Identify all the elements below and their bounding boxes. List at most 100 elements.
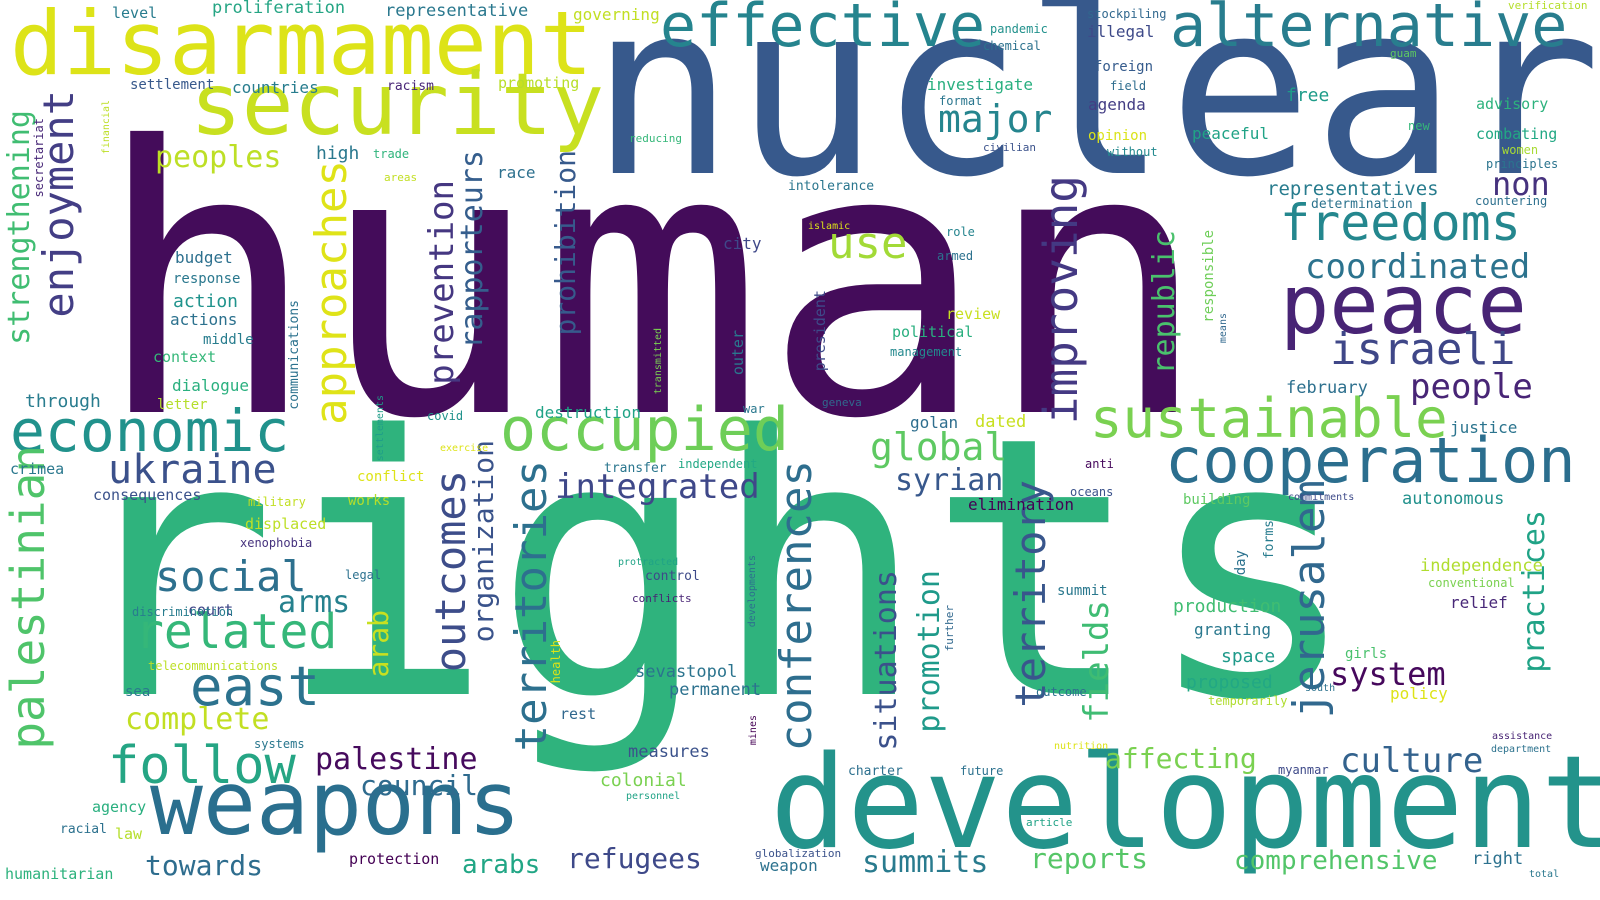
- word-forms: forms: [1262, 520, 1277, 560]
- word-alternative: alternative: [1170, 0, 1568, 61]
- word-girls: girls: [1345, 646, 1388, 662]
- word-war: war: [743, 402, 765, 416]
- word-representatives: representatives: [1267, 178, 1439, 200]
- word-actions: actions: [170, 310, 238, 329]
- word-role: role: [946, 225, 975, 239]
- word-new: new: [1408, 119, 1430, 133]
- word-review: review: [946, 305, 1001, 323]
- word-transmitted: transmitted: [653, 328, 664, 395]
- word-refugees: refugees: [567, 842, 702, 875]
- word-summits: summits: [862, 845, 989, 880]
- word-sustainable: sustainable: [1090, 387, 1448, 450]
- word-guam: guam: [1390, 47, 1417, 60]
- word-communications: communications: [287, 300, 302, 410]
- word-charter: charter: [848, 764, 903, 779]
- word-systems: systems: [254, 737, 305, 751]
- word-means: means: [1218, 313, 1229, 344]
- word-governing: governing: [573, 5, 660, 24]
- word-pandemic: pandemic: [990, 22, 1048, 36]
- word-management: management: [890, 345, 963, 359]
- word-context: context: [153, 348, 217, 366]
- word-measures: measures: [628, 742, 710, 762]
- word-syrian: syrian: [895, 463, 1004, 498]
- word-prevention: prevention: [422, 180, 462, 385]
- word-without: without: [1107, 145, 1158, 159]
- word-relief: relief: [1450, 593, 1508, 612]
- word-cooperation: cooperation: [1165, 424, 1576, 497]
- word-free: free: [1286, 85, 1330, 106]
- word-foreign: foreign: [1094, 59, 1154, 75]
- word-islamic: islamic: [808, 221, 851, 232]
- word-geneva: geneva: [822, 396, 862, 409]
- word-freedoms: freedoms: [1280, 194, 1521, 252]
- word-weapon: weapon: [760, 856, 818, 875]
- word-chemical: chemical: [983, 39, 1041, 53]
- word-rapporteurs: rapporteurs: [455, 150, 490, 349]
- word-anti: anti: [1085, 457, 1114, 471]
- word-combating: combating: [1476, 125, 1558, 143]
- word-humanitarian: humanitarian: [5, 865, 114, 883]
- word-disarmament: disarmament: [10, 0, 593, 95]
- word-independent: independent: [678, 457, 758, 471]
- word-political: political: [892, 323, 974, 341]
- word-justice: justice: [1450, 418, 1518, 437]
- word-agency: agency: [92, 798, 147, 816]
- word-city: city: [723, 234, 762, 253]
- word-mines: mines: [748, 715, 759, 746]
- word-february: february: [1286, 378, 1368, 398]
- word-advisory: advisory: [1476, 95, 1549, 113]
- word-republic: republic: [1147, 230, 1182, 375]
- word-exercise: exercise: [440, 443, 489, 454]
- word-use: use: [828, 218, 908, 269]
- word-protection: protection: [349, 850, 440, 868]
- word-field: field: [1110, 79, 1147, 93]
- word-future: future: [960, 764, 1004, 778]
- word-control: control: [645, 569, 700, 584]
- word-policy: policy: [1390, 684, 1448, 703]
- word-conflict: conflict: [357, 469, 425, 485]
- word-sevastopol: sevastopol: [635, 662, 738, 682]
- word-department: department: [1491, 744, 1552, 755]
- word-coordinated: coordinated: [1305, 247, 1531, 287]
- word-civilian: civilian: [983, 141, 1036, 154]
- word-article: article: [1026, 816, 1073, 829]
- word-reports: reports: [1030, 842, 1149, 875]
- word-myanmar: myanmar: [1278, 763, 1329, 777]
- word-outcome: outcome: [1036, 685, 1087, 699]
- word-security: security: [190, 55, 605, 155]
- word-arabs: arabs: [462, 850, 541, 880]
- word-independence: independence: [1420, 556, 1543, 576]
- word-budget: budget: [175, 248, 233, 267]
- word-dated: dated: [975, 412, 1027, 432]
- word-proliferation: proliferation: [212, 0, 346, 18]
- word-discrimination: discrimination: [132, 605, 234, 619]
- word-court: court: [188, 601, 234, 619]
- word-palestine: palestine: [315, 742, 478, 777]
- word-weapons: weapons: [150, 752, 521, 855]
- word-women: women: [1502, 143, 1539, 157]
- word-integrated: integrated: [555, 467, 760, 507]
- word-affecting: affecting: [1105, 742, 1257, 775]
- word-principles: principles: [1486, 157, 1559, 171]
- word-protracted: protracted: [618, 557, 679, 568]
- word-determination: determination: [1311, 197, 1413, 212]
- word-illegal: illegal: [1087, 22, 1155, 41]
- word-high: high: [316, 143, 360, 164]
- word-format: format: [939, 94, 983, 108]
- word-settlement: settlement: [130, 77, 215, 93]
- word-east: east: [190, 655, 321, 718]
- word-right: right: [1472, 849, 1524, 869]
- word-production: production: [1173, 596, 1282, 617]
- word-social: social: [155, 552, 307, 601]
- word-colonial: colonial: [600, 770, 687, 791]
- word-situations: situations: [869, 570, 904, 751]
- word-representative: representative: [385, 1, 529, 21]
- word-globalization: globalization: [755, 847, 842, 860]
- word-nuclear: nuclear: [590, 0, 1600, 230]
- word-law: law: [115, 825, 143, 843]
- word-assistance: assistance: [1492, 731, 1553, 742]
- word-south: south: [1305, 683, 1336, 694]
- word-towards: towards: [145, 849, 264, 882]
- word-approaches: approaches: [306, 160, 357, 425]
